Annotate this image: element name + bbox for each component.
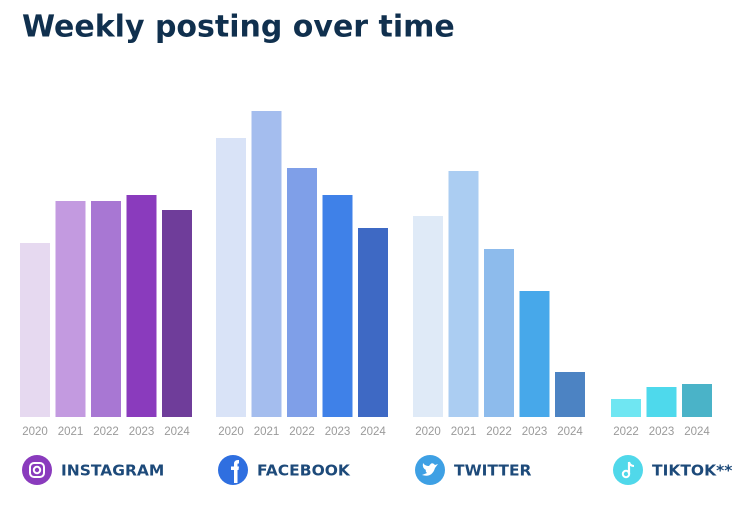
legend-icon xyxy=(22,455,52,485)
bar xyxy=(611,399,641,417)
x-tick-label: 2020 xyxy=(415,426,441,438)
x-tick-label: 2021 xyxy=(254,426,280,438)
icon-glyph xyxy=(32,465,42,475)
x-tick-label: 2023 xyxy=(649,426,675,438)
bar xyxy=(55,201,86,417)
x-tick-label: 2022 xyxy=(486,426,512,438)
legend-icon xyxy=(613,455,643,485)
icon-glyph xyxy=(231,460,239,483)
bar xyxy=(519,291,550,417)
x-tick-label: 2021 xyxy=(451,426,477,438)
icon-background xyxy=(22,455,52,485)
x-tick-label: 2020 xyxy=(22,426,48,438)
bar xyxy=(682,384,712,417)
bar xyxy=(126,195,157,417)
x-tick-label: 2023 xyxy=(325,426,351,438)
x-tick-label: 2021 xyxy=(58,426,84,438)
bar xyxy=(287,168,317,417)
legend-icon xyxy=(415,455,445,485)
bar xyxy=(162,210,192,417)
bar xyxy=(251,111,282,417)
icon-glyph xyxy=(422,463,438,476)
x-tick-label: 2020 xyxy=(218,426,244,438)
bar xyxy=(322,195,353,417)
bar xyxy=(646,387,677,417)
legend-icon xyxy=(218,455,248,485)
bar xyxy=(91,201,121,417)
x-tick-label: 2022 xyxy=(613,426,639,438)
icon-glyph xyxy=(628,461,635,467)
x-tick-label: 2023 xyxy=(522,426,548,438)
bar xyxy=(448,171,479,417)
bar xyxy=(358,228,388,417)
legend-label: INSTAGRAM xyxy=(61,462,164,480)
x-tick-label: 2024 xyxy=(164,426,190,438)
x-tick-label: 2024 xyxy=(557,426,583,438)
x-tick-label: 2024 xyxy=(360,426,386,438)
bar xyxy=(216,138,246,417)
x-tick-label: 2022 xyxy=(93,426,119,438)
x-tick-label: 2023 xyxy=(129,426,155,438)
bar xyxy=(20,243,50,417)
legend-label: TWITTER xyxy=(454,462,532,480)
icon-glyph xyxy=(621,469,631,479)
bar xyxy=(484,249,514,417)
legend-label: FACEBOOK xyxy=(257,462,351,480)
legend-label: TIKTOK** xyxy=(652,462,732,480)
chart-title: Weekly posting over time xyxy=(22,10,455,45)
bar xyxy=(555,372,585,417)
bar xyxy=(413,216,443,417)
icon-glyph xyxy=(29,462,45,478)
x-tick-label: 2022 xyxy=(289,426,315,438)
x-tick-label: 2024 xyxy=(684,426,710,438)
